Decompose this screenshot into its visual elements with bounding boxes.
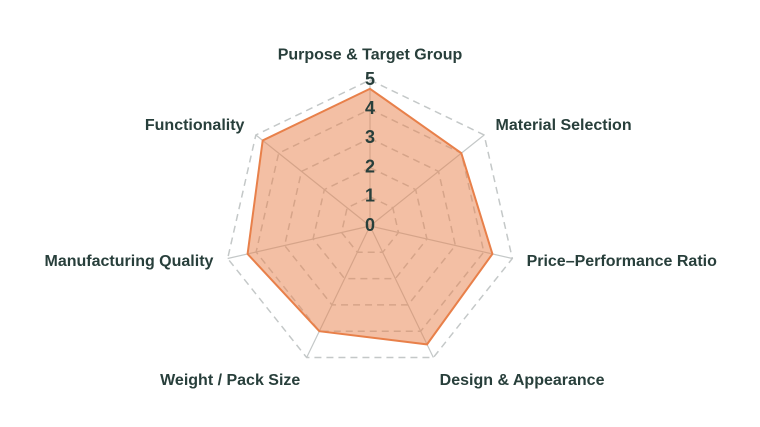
category-label: Material Selection xyxy=(496,117,632,134)
category-label: Weight / Pack Size xyxy=(160,372,300,389)
data-area xyxy=(246,87,494,346)
category-label: Functionality xyxy=(145,117,245,134)
r-tick-label: 1 xyxy=(365,186,375,206)
r-tick-label: 2 xyxy=(365,156,375,176)
category-label: Price–Performance Ratio xyxy=(527,253,718,270)
category-label: Manufacturing Quality xyxy=(45,253,214,270)
category-label: Purpose & Target Group xyxy=(278,47,463,64)
category-label: Design & Appearance xyxy=(440,372,605,389)
r-tick-label: 3 xyxy=(365,127,375,147)
grid-ring xyxy=(226,79,514,359)
r-tick-label: 4 xyxy=(365,98,375,118)
r-tick-label: 0 xyxy=(365,215,375,235)
r-tick-label: 5 xyxy=(365,69,375,89)
